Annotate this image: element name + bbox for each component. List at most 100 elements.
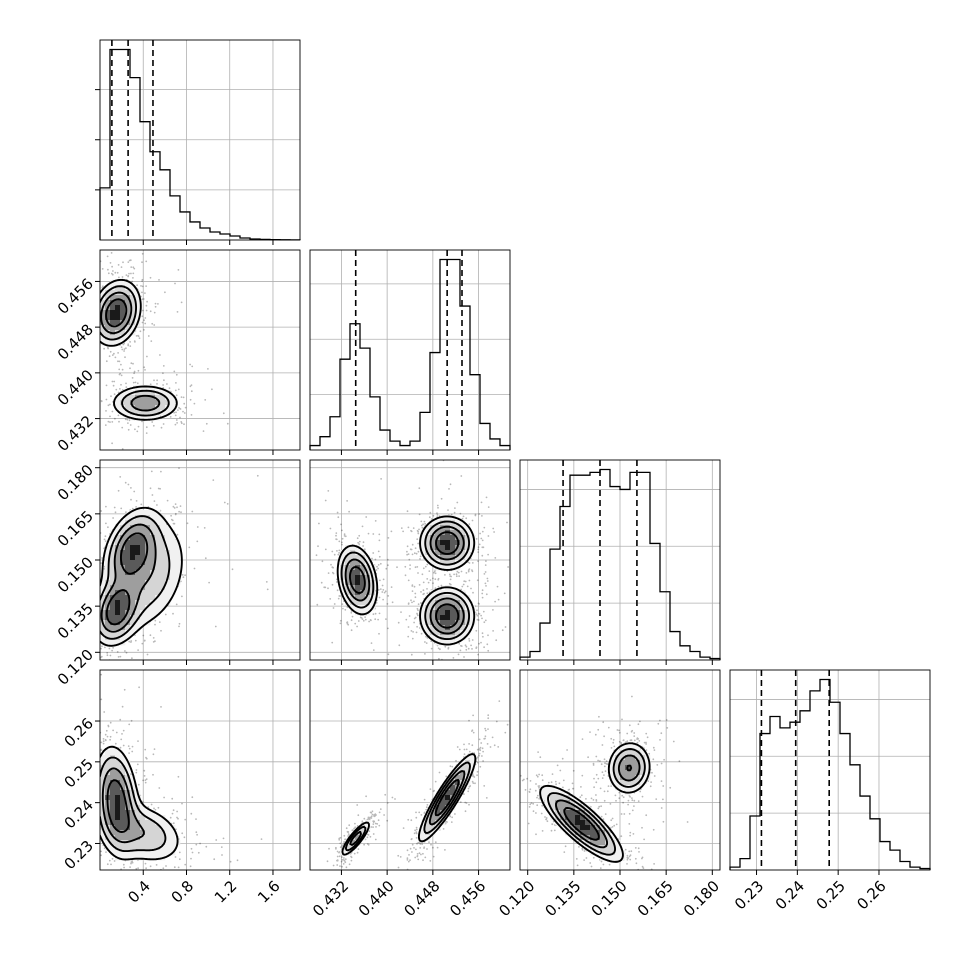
scatter-points bbox=[315, 460, 510, 660]
density-bin bbox=[130, 310, 136, 316]
density-bin bbox=[370, 570, 376, 576]
density-bin bbox=[145, 395, 151, 401]
density-bin bbox=[130, 550, 136, 556]
density-bin bbox=[345, 845, 351, 851]
density-bin bbox=[155, 545, 161, 551]
density-bin bbox=[350, 590, 356, 596]
density-bin bbox=[425, 820, 431, 826]
density-bin bbox=[100, 325, 106, 331]
density-bin bbox=[105, 600, 111, 606]
density-bin bbox=[145, 825, 151, 831]
density-bin bbox=[145, 585, 151, 591]
density-bin bbox=[430, 820, 436, 826]
density-bin bbox=[140, 520, 146, 526]
density-bin bbox=[160, 405, 166, 411]
density-bin bbox=[155, 600, 161, 606]
density-bin bbox=[450, 565, 456, 571]
density-bin bbox=[130, 605, 136, 611]
density-bin bbox=[590, 820, 596, 826]
density-bin bbox=[430, 635, 436, 641]
density-bin bbox=[595, 840, 601, 846]
density-bin bbox=[170, 830, 176, 836]
density-bin bbox=[455, 765, 461, 771]
density-bin bbox=[135, 605, 141, 611]
density-bin bbox=[135, 300, 141, 306]
density-bin bbox=[160, 590, 166, 596]
density-bin bbox=[120, 760, 126, 766]
density-bin bbox=[470, 540, 476, 546]
density-bin bbox=[105, 620, 111, 626]
density-bin bbox=[610, 855, 616, 861]
density-bin bbox=[130, 595, 136, 601]
density-bin bbox=[355, 835, 361, 841]
density-bin bbox=[110, 300, 116, 306]
density-bin bbox=[155, 515, 161, 521]
x-tick-label: 0.23 bbox=[731, 877, 767, 913]
density-bin bbox=[145, 570, 151, 576]
density-bin bbox=[110, 840, 116, 846]
scatter-panel-1-0 bbox=[95, 249, 301, 455]
density-bin bbox=[465, 600, 471, 606]
contour-line-1 bbox=[547, 748, 646, 856]
density-bin bbox=[155, 825, 161, 831]
density-bin bbox=[355, 555, 361, 561]
density-bin bbox=[155, 540, 161, 546]
density-bin bbox=[465, 555, 471, 561]
density-bin bbox=[160, 820, 166, 826]
density-bin bbox=[615, 785, 621, 791]
density-bin bbox=[105, 785, 111, 791]
density-bin bbox=[140, 515, 146, 521]
density-bin bbox=[160, 575, 166, 581]
density-bin bbox=[165, 525, 171, 531]
density-bin bbox=[135, 410, 141, 416]
scatter-points bbox=[100, 252, 229, 450]
density-bin bbox=[620, 780, 626, 786]
density-bin bbox=[135, 550, 141, 556]
density-bin bbox=[145, 560, 151, 566]
density-bin bbox=[350, 595, 356, 601]
density-bin bbox=[140, 570, 146, 576]
density-bin bbox=[105, 630, 111, 636]
density-bin bbox=[635, 765, 641, 771]
density-bin bbox=[435, 625, 441, 631]
density-bin bbox=[130, 825, 136, 831]
density-bin bbox=[120, 805, 126, 811]
density-bin bbox=[630, 780, 636, 786]
density-bin bbox=[120, 605, 126, 611]
density-bin bbox=[115, 320, 121, 326]
density-bin bbox=[125, 780, 131, 786]
density-bin bbox=[425, 630, 431, 636]
density-bin bbox=[175, 560, 181, 566]
density-bin bbox=[450, 540, 456, 546]
density-bin bbox=[125, 280, 131, 286]
density-bin bbox=[600, 820, 606, 826]
density-bin bbox=[450, 615, 456, 621]
density-bin bbox=[435, 815, 441, 821]
density-bin bbox=[115, 585, 121, 591]
density-bin bbox=[165, 840, 171, 846]
y-tick-label: 0.26 bbox=[61, 714, 97, 750]
density-bin bbox=[120, 590, 126, 596]
density-bin bbox=[110, 815, 116, 821]
density-bin bbox=[365, 595, 371, 601]
density-bin bbox=[460, 550, 466, 556]
density-bin bbox=[110, 290, 116, 296]
y-tick-label: 0.23 bbox=[61, 837, 97, 873]
density-bin bbox=[455, 590, 461, 596]
density-bin bbox=[155, 535, 161, 541]
x-tick-label: 0.25 bbox=[813, 877, 849, 913]
density-bin bbox=[110, 305, 116, 311]
density-bin bbox=[440, 565, 446, 571]
y-tick-label: 0.120 bbox=[54, 646, 97, 689]
density-bin bbox=[150, 405, 156, 411]
density-bin bbox=[350, 560, 356, 566]
density-bin bbox=[455, 555, 461, 561]
density-bin bbox=[600, 840, 606, 846]
density-bin bbox=[150, 515, 156, 521]
density-bin bbox=[100, 810, 106, 816]
scatter-panel-3-1 bbox=[309, 669, 511, 875]
density-bin bbox=[145, 810, 151, 816]
density-bin bbox=[625, 780, 631, 786]
density-bin bbox=[170, 550, 176, 556]
density-bin bbox=[355, 570, 361, 576]
